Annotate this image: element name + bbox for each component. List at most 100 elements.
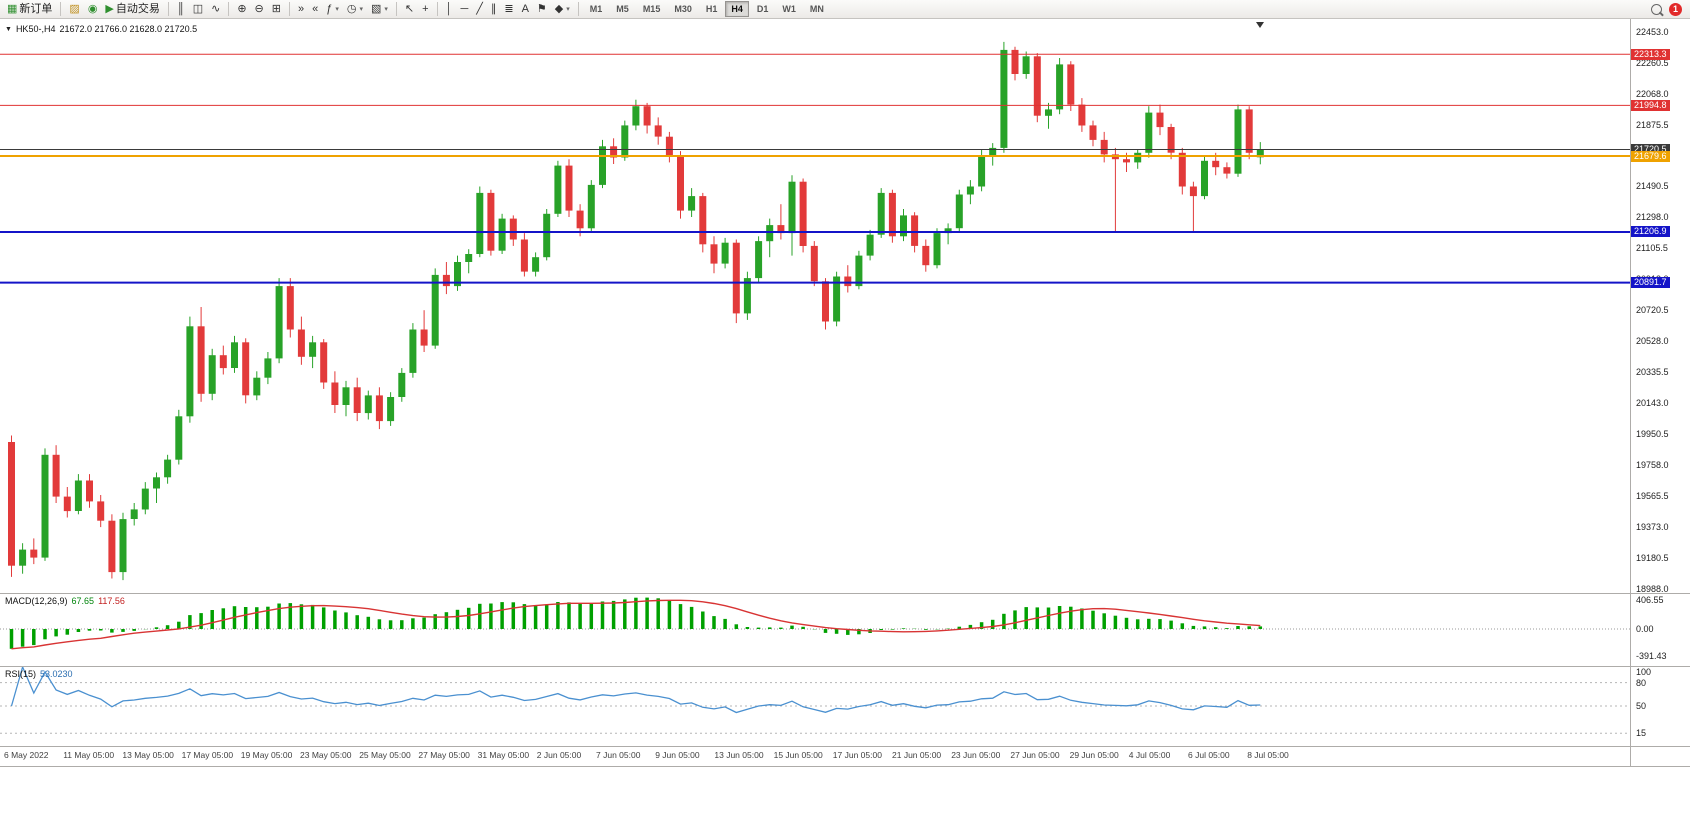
panel-splitter-rsi-timeaxis[interactable] — [0, 746, 1690, 747]
cursor-button[interactable]: ↖ — [401, 1, 418, 18]
arrows-icon: ◆ — [554, 2, 564, 15]
price-tick: 20720.5 — [1636, 305, 1669, 316]
chevron-down-icon: ▾ — [335, 6, 339, 13]
time-label: 31 May 05:00 — [477, 750, 530, 760]
price-tick: 19950.5 — [1636, 428, 1669, 439]
rsi-axis-label: 80 — [1636, 677, 1647, 688]
timeframe-m5[interactable]: M5 — [610, 1, 635, 17]
arrows-button[interactable]: ◆ ▾ — [551, 1, 574, 18]
equidistant-channel-button[interactable]: ∥ — [487, 1, 501, 18]
zoom-in-button[interactable]: ⊕ — [233, 1, 250, 18]
time-label: 4 Jul 05:00 — [1128, 750, 1171, 760]
price-tick: 19373.0 — [1636, 521, 1669, 532]
horizontal-line-icon: ─ — [460, 2, 469, 15]
candlestick-chart[interactable] — [0, 21, 1630, 593]
trendline-icon: ╱ — [476, 2, 483, 15]
timeframe-m30[interactable]: M30 — [668, 1, 698, 17]
macd-axis-label: 0.00 — [1636, 623, 1654, 634]
text-label-icon: ⚑ — [536, 2, 547, 15]
text-label-button[interactable]: ⚑ — [533, 1, 551, 18]
macd-axis-label: -391.43 — [1636, 651, 1667, 661]
horizontal-line-button[interactable]: ─ — [456, 1, 472, 18]
candles — [8, 41, 1264, 581]
toolbar-separator — [60, 2, 62, 16]
line-chart-icon: ∿ — [211, 2, 221, 15]
fibonacci-retracement-icon: ≣ — [504, 2, 514, 15]
timeframe-w1[interactable]: W1 — [776, 1, 802, 17]
toolbar: ▦ 新订单 ▨ ◉ ▶ 自动交易 ║ ◫ ∿ ⊕ ⊖ ⊞» «ƒ ▾ ◷ ▾ ▧ ▾ ↖ + │ ─ ╱ ∥ ≣ A ⚑ ◆ ▾ M1 M5… — [0, 0, 1690, 19]
price-tick: 21875.5 — [1636, 119, 1669, 130]
chart-shift-icon: « — [312, 2, 319, 15]
time-label: 15 Jun 05:00 — [773, 750, 823, 760]
price-tick: 20143.0 — [1636, 397, 1669, 408]
notification-badge[interactable]: 1 — [1669, 2, 1682, 16]
time-label: 29 Jun 05:00 — [1069, 750, 1119, 760]
new-order-button[interactable]: ▦ 新订单 — [3, 1, 56, 18]
crosshair-button[interactable]: + — [418, 1, 432, 18]
macd-indicator[interactable] — [0, 594, 1630, 665]
time-label: 13 Jun 05:00 — [714, 750, 764, 760]
macd-label: MACD(12,26,9) 67.65 117.56 — [5, 596, 125, 606]
chart-shift-button[interactable]: « — [308, 1, 322, 18]
time-label: 23 May 05:00 — [300, 750, 352, 760]
fibonacci-retracement-button[interactable]: ≣ — [500, 1, 517, 18]
timeframe-mn[interactable]: MN — [804, 1, 830, 17]
rsi-axis-label: 15 — [1636, 728, 1647, 739]
price-line-label: 21994.8 — [1631, 99, 1670, 111]
time-label: 6 May 2022 — [4, 750, 49, 760]
chart-bottom-border — [0, 766, 1690, 767]
toolbar-separator — [288, 2, 290, 16]
price-line-label: 21720.5 — [1631, 143, 1670, 155]
zoom-out-button[interactable]: ⊖ — [251, 1, 268, 18]
autotrading-icon: ▶ — [105, 2, 114, 15]
price-tick: 20335.5 — [1636, 366, 1669, 377]
expander-triangle-icon[interactable]: ▼ — [5, 25, 12, 33]
chevron-down-icon: ▾ — [384, 6, 388, 13]
price-tick: 22260.5 — [1636, 57, 1669, 68]
time-label: 9 Jun 05:00 — [655, 750, 700, 760]
macd-value-main: 67.65 — [71, 596, 95, 606]
line-chart-button[interactable]: ∿ — [207, 1, 224, 18]
timeframe-m1[interactable]: M1 — [584, 1, 609, 17]
vertical-line-button[interactable]: │ — [442, 1, 457, 18]
timeframe-h1[interactable]: H1 — [700, 1, 724, 17]
templates-icon: ▧ — [370, 2, 382, 15]
time-label: 21 Jun 05:00 — [892, 750, 942, 760]
rsi-indicator[interactable] — [0, 667, 1630, 745]
text-button[interactable]: A — [518, 1, 533, 18]
chevron-down-icon: ▾ — [566, 6, 570, 13]
price-axis-border — [1630, 19, 1631, 767]
tile-windows-button[interactable]: ⊞ — [268, 1, 285, 18]
trendline-button[interactable]: ╱ — [472, 1, 487, 18]
templates-button[interactable]: ▧ ▾ — [367, 1, 392, 18]
bottom-area — [0, 767, 1690, 830]
indicators-list-button[interactable]: ƒ ▾ — [322, 1, 343, 18]
toolbar-items: ▦ 新订单 ▨ ◉ ▶ 自动交易 ║ ◫ ∿ ⊕ ⊖ ⊞» «ƒ ▾ ◷ ▾ ▧ ▾ ↖ + │ ─ ╱ ∥ ≣ A ⚑ ◆ ▾ M1 M5… — [3, 0, 831, 18]
panel-splitter-macd-rsi[interactable] — [0, 666, 1690, 667]
toolbar-separator — [436, 2, 438, 16]
panel-splitter-main-macd[interactable] — [0, 593, 1690, 594]
time-label: 11 May 05:00 — [63, 750, 115, 760]
toolbox-button[interactable]: ▨ — [65, 1, 83, 18]
refresh-button[interactable]: ◉ — [84, 1, 102, 18]
time-label: 19 May 05:00 — [240, 750, 293, 760]
candlestick-chart-button[interactable]: ◫ — [189, 1, 207, 18]
price-tick: 22453.0 — [1636, 26, 1669, 37]
periods-button[interactable]: ◷ ▾ — [343, 1, 367, 18]
candlestick-chart-icon: ◫ — [192, 2, 204, 15]
search-icon[interactable] — [1651, 3, 1662, 15]
new-order-icon: ▦ — [7, 2, 18, 15]
time-label: 7 Jun 05:00 — [596, 750, 641, 760]
timeframe-d1[interactable]: D1 — [751, 1, 775, 17]
auto-scroll-button[interactable]: » — [294, 1, 308, 18]
macd-value-signal: 117.56 — [98, 596, 125, 606]
bar-chart-button[interactable]: ║ — [173, 1, 189, 18]
text-icon: A — [521, 2, 529, 15]
rsi-axis-label: 50 — [1636, 701, 1647, 711]
timeframe-h4[interactable]: H4 — [725, 1, 749, 17]
timeframe-m15[interactable]: M15 — [637, 1, 667, 17]
autotrading-button[interactable]: ▶ 自动交易 — [101, 1, 163, 18]
equidistant-channel-icon: ∥ — [490, 2, 497, 15]
price-tick: 19565.5 — [1636, 490, 1669, 501]
